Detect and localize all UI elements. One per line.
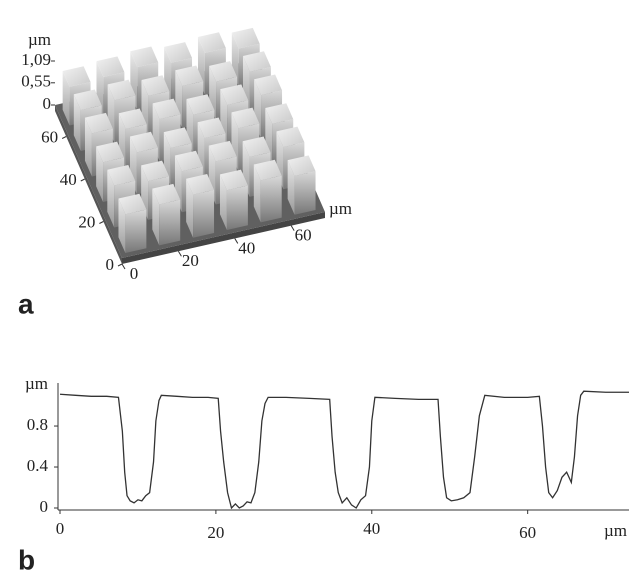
y-tick-label: 20 [78, 212, 95, 231]
x-tick-label: 0 [130, 264, 139, 283]
x-axis-label: µm [329, 199, 352, 218]
pillar-side [62, 70, 70, 126]
pillar-side [152, 188, 160, 246]
x-tick-label: 60 [295, 226, 312, 245]
pillar-top [254, 74, 283, 96]
pillar-top [163, 127, 192, 148]
pillar-top [276, 126, 305, 148]
pillar-top [174, 150, 203, 172]
pillar-top [164, 42, 193, 63]
pillar-top [220, 84, 249, 105]
x-tick-label: 60 [519, 523, 536, 542]
pillar-top [118, 108, 147, 130]
y-tick [80, 178, 86, 182]
pillar-side [287, 160, 295, 215]
pillar-front [226, 185, 248, 231]
pillar-top [107, 79, 136, 101]
pillar-top [231, 107, 260, 129]
y-tick-label: 0 [40, 497, 49, 516]
y-tick-label: 0.8 [27, 415, 48, 434]
pillar-top [197, 32, 226, 53]
x-tick [234, 238, 239, 244]
pillar-top [84, 112, 113, 134]
x-tick [290, 225, 295, 231]
panel-label: a [18, 288, 34, 319]
x-tick-label: 40 [363, 519, 380, 538]
pillar-top [73, 89, 102, 111]
z-axis-label: µm [28, 30, 51, 49]
x-axis-label: µm [604, 521, 627, 540]
pillar-top [287, 155, 316, 176]
base-front [122, 212, 325, 264]
panel-label: b [18, 544, 35, 575]
z-tick-label: 1,09 [21, 50, 51, 69]
pillar-front [193, 189, 215, 238]
pillar-top [197, 117, 226, 139]
y-tick [99, 221, 104, 224]
x-tick [121, 263, 126, 270]
y-tick [117, 263, 123, 267]
x-tick [177, 250, 182, 257]
pillar-top [129, 131, 158, 153]
z-tick-label: 0 [43, 94, 52, 113]
base-side [55, 105, 122, 264]
y-tick [61, 136, 67, 139]
x-tick-label: 20 [182, 251, 199, 270]
pillar-top [219, 169, 248, 191]
y-tick-label: 40 [60, 170, 77, 189]
pillar-top [253, 159, 282, 181]
pillar-top [209, 61, 238, 82]
profile-line [59, 390, 629, 510]
pillar-top [152, 98, 181, 120]
pillar-top [265, 103, 294, 124]
pillar-side [118, 198, 126, 254]
pillar-front [260, 175, 282, 223]
pillar-top [152, 183, 181, 205]
y-tick-label: 0 [106, 255, 115, 274]
x-tick-label: 0 [56, 519, 65, 538]
pillar-top [175, 65, 204, 87]
pillar-side [96, 146, 104, 203]
pillar-front [294, 171, 316, 215]
pillar-side [107, 169, 115, 228]
pillar-top [186, 94, 215, 115]
z-tick-label: 0,55 [21, 72, 51, 91]
x-tick-label: 20 [207, 523, 224, 542]
pillar-side [253, 164, 261, 223]
y-tick-label: 0.4 [27, 456, 49, 475]
pillar-top [118, 193, 147, 215]
pillar-top [96, 141, 125, 163]
pillar-front [125, 209, 147, 254]
y-axis-label: µm [25, 374, 48, 393]
pillar-top [96, 56, 125, 77]
pillar-top [107, 164, 136, 186]
pillar-side [219, 174, 227, 231]
pillar-side [186, 178, 194, 238]
pillar-top [242, 136, 271, 158]
pillar-top [130, 46, 159, 68]
pillar-front [159, 199, 181, 246]
pillar-side [73, 94, 81, 152]
pillar-top [186, 174, 215, 195]
x-tick-label: 40 [238, 238, 255, 257]
pillar-top [141, 75, 170, 96]
pillar-side [84, 117, 92, 177]
pillar-top [141, 160, 170, 182]
y-tick-label: 60 [41, 127, 58, 146]
pillar-top [242, 51, 271, 72]
pillar-top [208, 140, 237, 162]
pillar-top [62, 66, 91, 87]
pillar-top [231, 27, 260, 49]
